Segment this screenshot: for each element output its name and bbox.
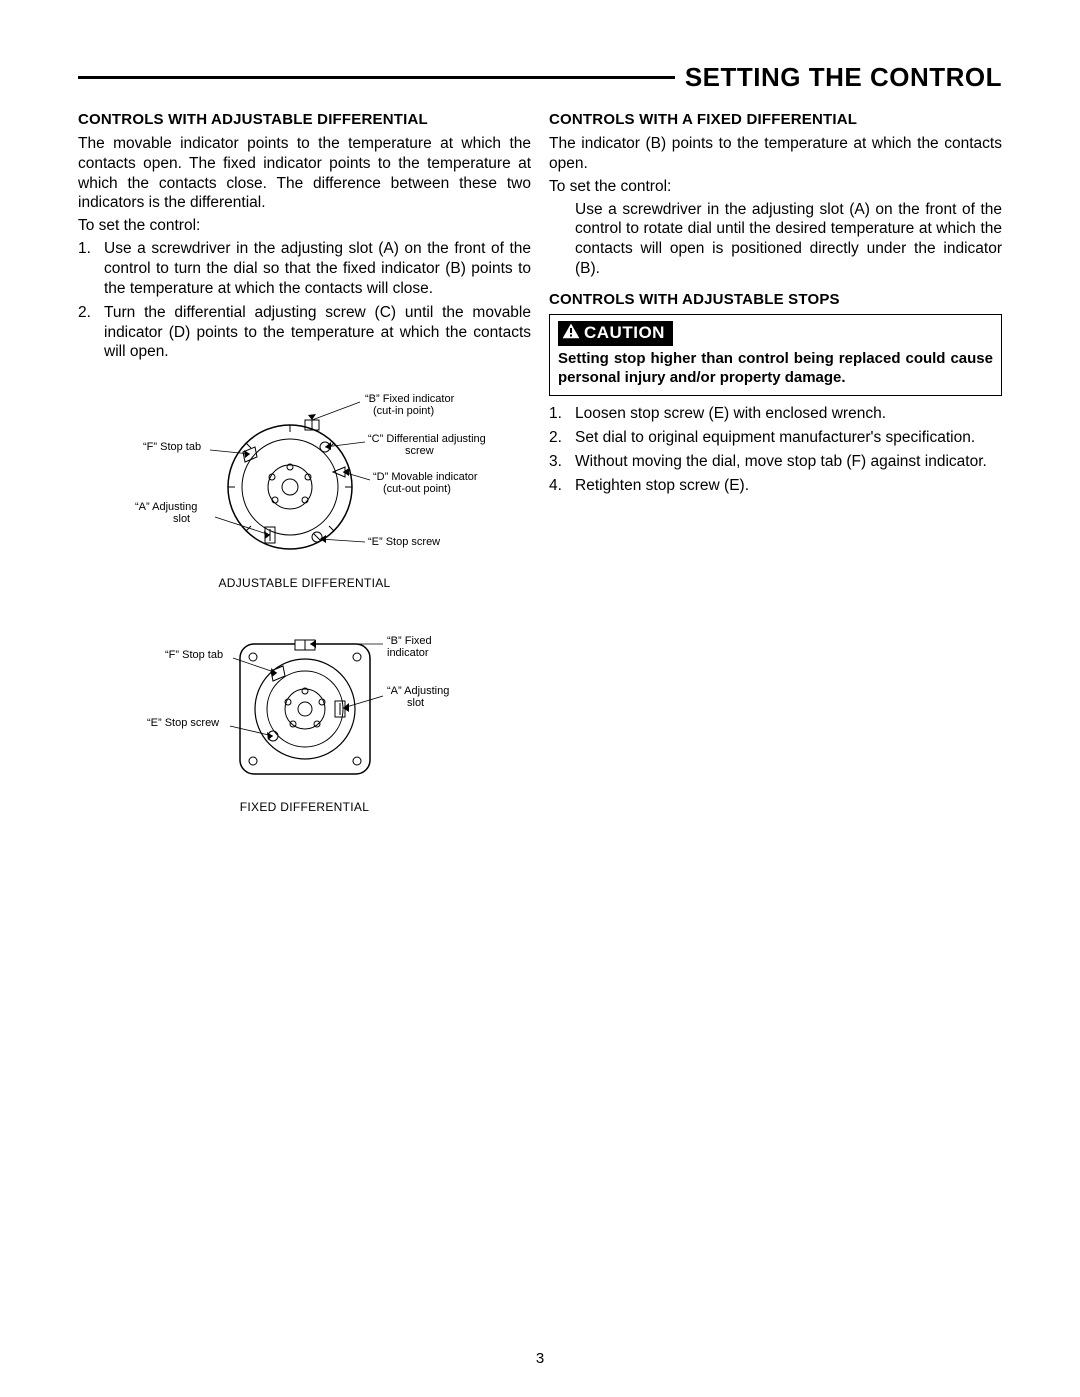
fig1-label-b: “B” Fixed indicator [365,393,455,405]
section-title-row: SETTING THE CONTROL [78,62,1002,93]
caution-text: Setting stop higher than control being r… [558,350,993,388]
left-para-intro: The movable indicator points to the temp… [78,134,531,213]
page-number: 3 [0,1350,1080,1367]
right-step-1: Loosen stop screw (E) with enclosed wren… [549,404,1002,424]
fig2-label-a2: slot [407,697,424,709]
fig2-label-a: “A” Adjusting [387,685,449,697]
right-step-3: Without moving the dial, move stop tab (… [549,452,1002,472]
fig1-label-a2: slot [173,513,190,525]
fig1-label-d2: (cut-out point) [383,483,451,495]
left-step-1: Use a screwdriver in the adjusting slot … [78,239,531,298]
right-to-set: To set the control: [549,178,1002,196]
title-rule [78,76,675,79]
fig1-label-c: “C” Differential adjusting [368,433,486,445]
fig2-label-e: “E” Stop screw [147,717,219,729]
figure-adjustable-differential: “B” Fixed indicator (cut-in point) “C” D… [78,392,531,590]
right-column: CONTROLS WITH A FIXED DIFFERENTIAL The i… [549,111,1002,814]
fig1-label-a: “A” Adjusting [135,501,197,513]
fig1-caption: ADJUSTABLE DIFFERENTIAL [78,576,531,590]
fig1-label-e: “E” Stop screw [368,536,440,548]
fig1-label-d: “D” Movable indicator [373,471,478,483]
right-step-4: Retighten stop screw (E). [549,476,1002,496]
figure-fixed-differential: “F” Stop tab “E” Stop screw “B” Fixed in… [78,626,531,814]
caution-badge: CAUTION [558,321,673,346]
section-title: SETTING THE CONTROL [675,62,1002,93]
fig1-label-f: “F” Stop tab [143,441,201,453]
fig2-label-b: “B” Fixed [387,635,432,647]
left-column: CONTROLS WITH ADJUSTABLE DIFFERENTIAL Th… [78,111,531,814]
left-heading-adjustable-diff: CONTROLS WITH ADJUSTABLE DIFFERENTIAL [78,111,531,128]
right-step-2: Set dial to original equipment manufactu… [549,428,1002,448]
right-para-intro: The indicator (B) points to the temperat… [549,134,1002,174]
left-step-2: Turn the differential adjusting screw (C… [78,303,531,362]
right-indent-instruction: Use a screwdriver in the adjusting slot … [549,200,1002,279]
warning-triangle-icon [562,323,580,344]
two-column-layout: CONTROLS WITH ADJUSTABLE DIFFERENTIAL Th… [78,111,1002,814]
right-steps-list: Loosen stop screw (E) with enclosed wren… [549,404,1002,495]
fig1-label-c2: screw [405,445,434,457]
caution-box: CAUTION Setting stop higher than control… [549,314,1002,397]
right-heading-fixed-diff: CONTROLS WITH A FIXED DIFFERENTIAL [549,111,1002,128]
left-to-set: To set the control: [78,217,531,235]
fig2-caption: FIXED DIFFERENTIAL [78,800,531,814]
left-steps-list: Use a screwdriver in the adjusting slot … [78,239,531,362]
fig2-label-b2: indicator [387,647,429,659]
right-heading-adjustable-stops: CONTROLS WITH ADJUSTABLE STOPS [549,291,1002,308]
fig2-label-f: “F” Stop tab [165,649,223,661]
caution-badge-text: CAUTION [584,323,665,343]
fig1-label-b2: (cut-in point) [373,405,434,417]
